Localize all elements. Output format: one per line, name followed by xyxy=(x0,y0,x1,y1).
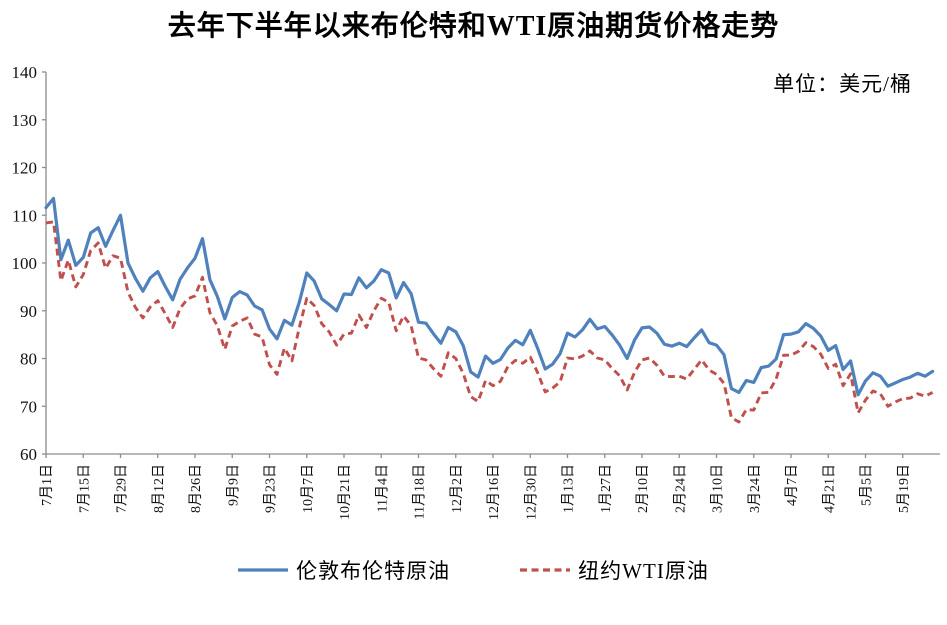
y-tick-label: 90 xyxy=(20,302,37,321)
x-tick-label: 3月10日 xyxy=(710,464,726,513)
legend-label-brent: 伦敦布伦特原油 xyxy=(296,559,451,583)
x-tick-label: 4月21日 xyxy=(821,464,837,513)
chart-legend: 伦敦布伦特原油 纽约WTI原油 xyxy=(0,552,947,588)
y-tick-label: 100 xyxy=(12,254,38,273)
x-tick-label: 2月10日 xyxy=(635,464,651,513)
x-tick-label: 8月12日 xyxy=(151,464,167,513)
y-tick-label: 60 xyxy=(20,445,37,464)
series-line-brent xyxy=(44,196,935,397)
x-tick-label: 4月7日 xyxy=(784,464,800,506)
x-tick-label: 9月23日 xyxy=(263,464,279,513)
unit-label: 单位：美元/桶 xyxy=(773,72,912,96)
x-tick-label: 3月24日 xyxy=(747,464,763,513)
y-tick-label: 110 xyxy=(12,206,37,225)
x-tick-label: 12月2日 xyxy=(449,464,465,513)
series-line-wti xyxy=(45,220,934,424)
y-tick-label: 130 xyxy=(12,111,38,130)
legend-line-brent-icon xyxy=(238,568,289,572)
y-tick-label: 120 xyxy=(12,159,38,178)
x-tick-label: 10月7日 xyxy=(300,464,316,513)
x-tick-label: 11月18日 xyxy=(412,464,428,519)
x-tick-label: 2月24日 xyxy=(672,464,688,513)
x-tick-label: 11月4日 xyxy=(374,464,390,512)
x-tick-label: 7月29日 xyxy=(114,464,130,513)
legend-item-wti: 纽约WTI原油 xyxy=(520,555,709,585)
legend-item-brent: 伦敦布伦特原油 xyxy=(238,555,450,585)
legend-line-wti-icon xyxy=(520,568,571,572)
x-tick-label: 7月15日 xyxy=(76,464,92,513)
x-tick-label: 5月19日 xyxy=(896,464,912,513)
x-tick-label: 7月1日 xyxy=(39,464,55,506)
x-tick-label: 1月13日 xyxy=(561,464,577,513)
y-tick-label: 140 xyxy=(12,63,38,82)
x-tick-label: 1月27日 xyxy=(598,464,614,513)
legend-label-wti: 纽约WTI原油 xyxy=(578,559,709,583)
x-tick-label: 8月26日 xyxy=(188,464,204,513)
page-title: 去年下半年以来布伦特和WTI原油期货价格走势 xyxy=(167,11,780,42)
x-tick-label: 12月16日 xyxy=(486,464,502,520)
y-tick-label: 70 xyxy=(20,397,37,416)
price-chart: 60 70 80 90 100 110 120 130 140 7月1日 7月15日 7月29日 8月1… xyxy=(12,63,940,520)
x-tick-label: 5月5日 xyxy=(859,464,875,506)
x-tick-label: 12月30日 xyxy=(523,464,539,520)
x-tick-label: 9月9日 xyxy=(225,464,241,506)
y-tick-label: 80 xyxy=(20,350,37,369)
x-tick-label: 10月21日 xyxy=(337,464,353,520)
